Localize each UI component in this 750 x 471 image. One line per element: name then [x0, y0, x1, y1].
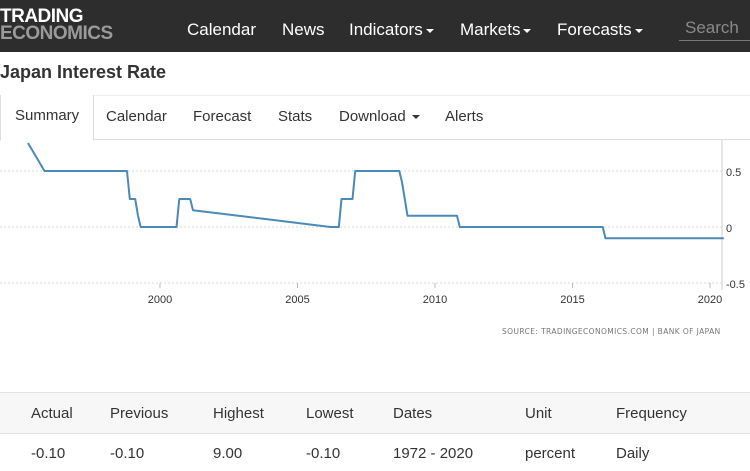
tab-stats-label: Stats: [278, 108, 313, 125]
header-dates: Dates: [393, 405, 433, 422]
nav-indicators-label: Indicators: [349, 20, 423, 39]
chart-source-note: SOURCE: TRADINGECONOMICS.COM | BANK OF J…: [502, 327, 721, 336]
header-lowest: Lowest: [306, 405, 354, 422]
search-input[interactable]: [679, 15, 750, 41]
tab-calendar[interactable]: Calendar: [106, 108, 167, 125]
value-highest: 9.00: [213, 445, 243, 462]
stats-header-row: [0, 393, 750, 434]
page-title: Japan Interest Rate: [0, 62, 167, 82]
tab-alerts[interactable]: Alerts: [445, 108, 483, 125]
chevron-down-icon: [411, 115, 420, 120]
y-tick-label: -0.5: [726, 279, 745, 291]
nav-news[interactable]: News: [282, 20, 325, 40]
site-logo[interactable]: TRADING ECONOMICS: [0, 6, 113, 44]
tab-bar: Summary Calendar Forecast Stats Download…: [0, 95, 750, 141]
chevron-down-icon: [425, 28, 434, 33]
nav-news-label: News: [282, 20, 325, 39]
y-tick-label: 0: [726, 223, 732, 235]
value-previous: -0.10: [110, 445, 145, 462]
tab-forecast[interactable]: Forecast: [193, 108, 251, 125]
chevron-down-icon: [523, 28, 532, 33]
x-tick-label: 2015: [560, 294, 584, 306]
header-frequency: Frequency: [616, 405, 687, 422]
header-actual: Actual: [31, 405, 73, 422]
tab-forecast-label: Forecast: [193, 108, 252, 125]
stats-table: Actual Previous Highest Lowest Dates Uni…: [0, 392, 750, 471]
top-navbar: TRADING ECONOMICS Calendar News Indicato…: [0, 0, 750, 52]
nav-calendar[interactable]: Calendar: [187, 20, 256, 40]
x-tick-label: 2010: [423, 294, 447, 306]
value-dates: 1972 - 2020: [393, 445, 474, 462]
interest-rate-chart[interactable]: 0.5 0 -0.5 2000 2005 2010 2015 2020: [0, 140, 750, 350]
nav-forecasts[interactable]: Forecasts: [557, 20, 643, 40]
nav-forecasts-label: Forecasts: [557, 20, 632, 39]
header-previous: Previous: [110, 405, 169, 422]
tab-summary[interactable]: Summary: [0, 95, 95, 141]
value-lowest: -0.10: [306, 445, 341, 462]
chevron-down-icon: [634, 28, 643, 33]
x-tick-label: 2020: [698, 294, 722, 306]
series-line: [27, 142, 724, 240]
header-highest: Highest: [213, 405, 264, 422]
nav-markets[interactable]: Markets: [460, 20, 532, 40]
nav-indicators[interactable]: Indicators: [349, 20, 434, 40]
value-actual: -0.10: [31, 445, 66, 462]
tab-download[interactable]: Download: [339, 108, 420, 125]
header-unit: Unit: [525, 405, 552, 422]
value-frequency: Daily: [616, 445, 650, 462]
value-unit: percent: [525, 445, 576, 462]
x-tick-label: 2005: [285, 294, 309, 306]
tab-alerts-label: Alerts: [445, 108, 484, 125]
nav-calendar-label: Calendar: [187, 20, 256, 39]
tab-download-label: Download: [339, 108, 406, 125]
logo-line-1: TRADING: [0, 6, 84, 27]
tab-stats[interactable]: Stats: [278, 108, 312, 125]
nav-markets-label: Markets: [460, 20, 521, 39]
tab-summary-label: Summary: [15, 107, 80, 124]
tab-calendar-label: Calendar: [106, 108, 167, 125]
logo-line-2: ECONOMICS: [0, 23, 113, 44]
y-tick-label: 0.5: [726, 167, 741, 179]
x-tick-label: 2000: [148, 294, 172, 306]
